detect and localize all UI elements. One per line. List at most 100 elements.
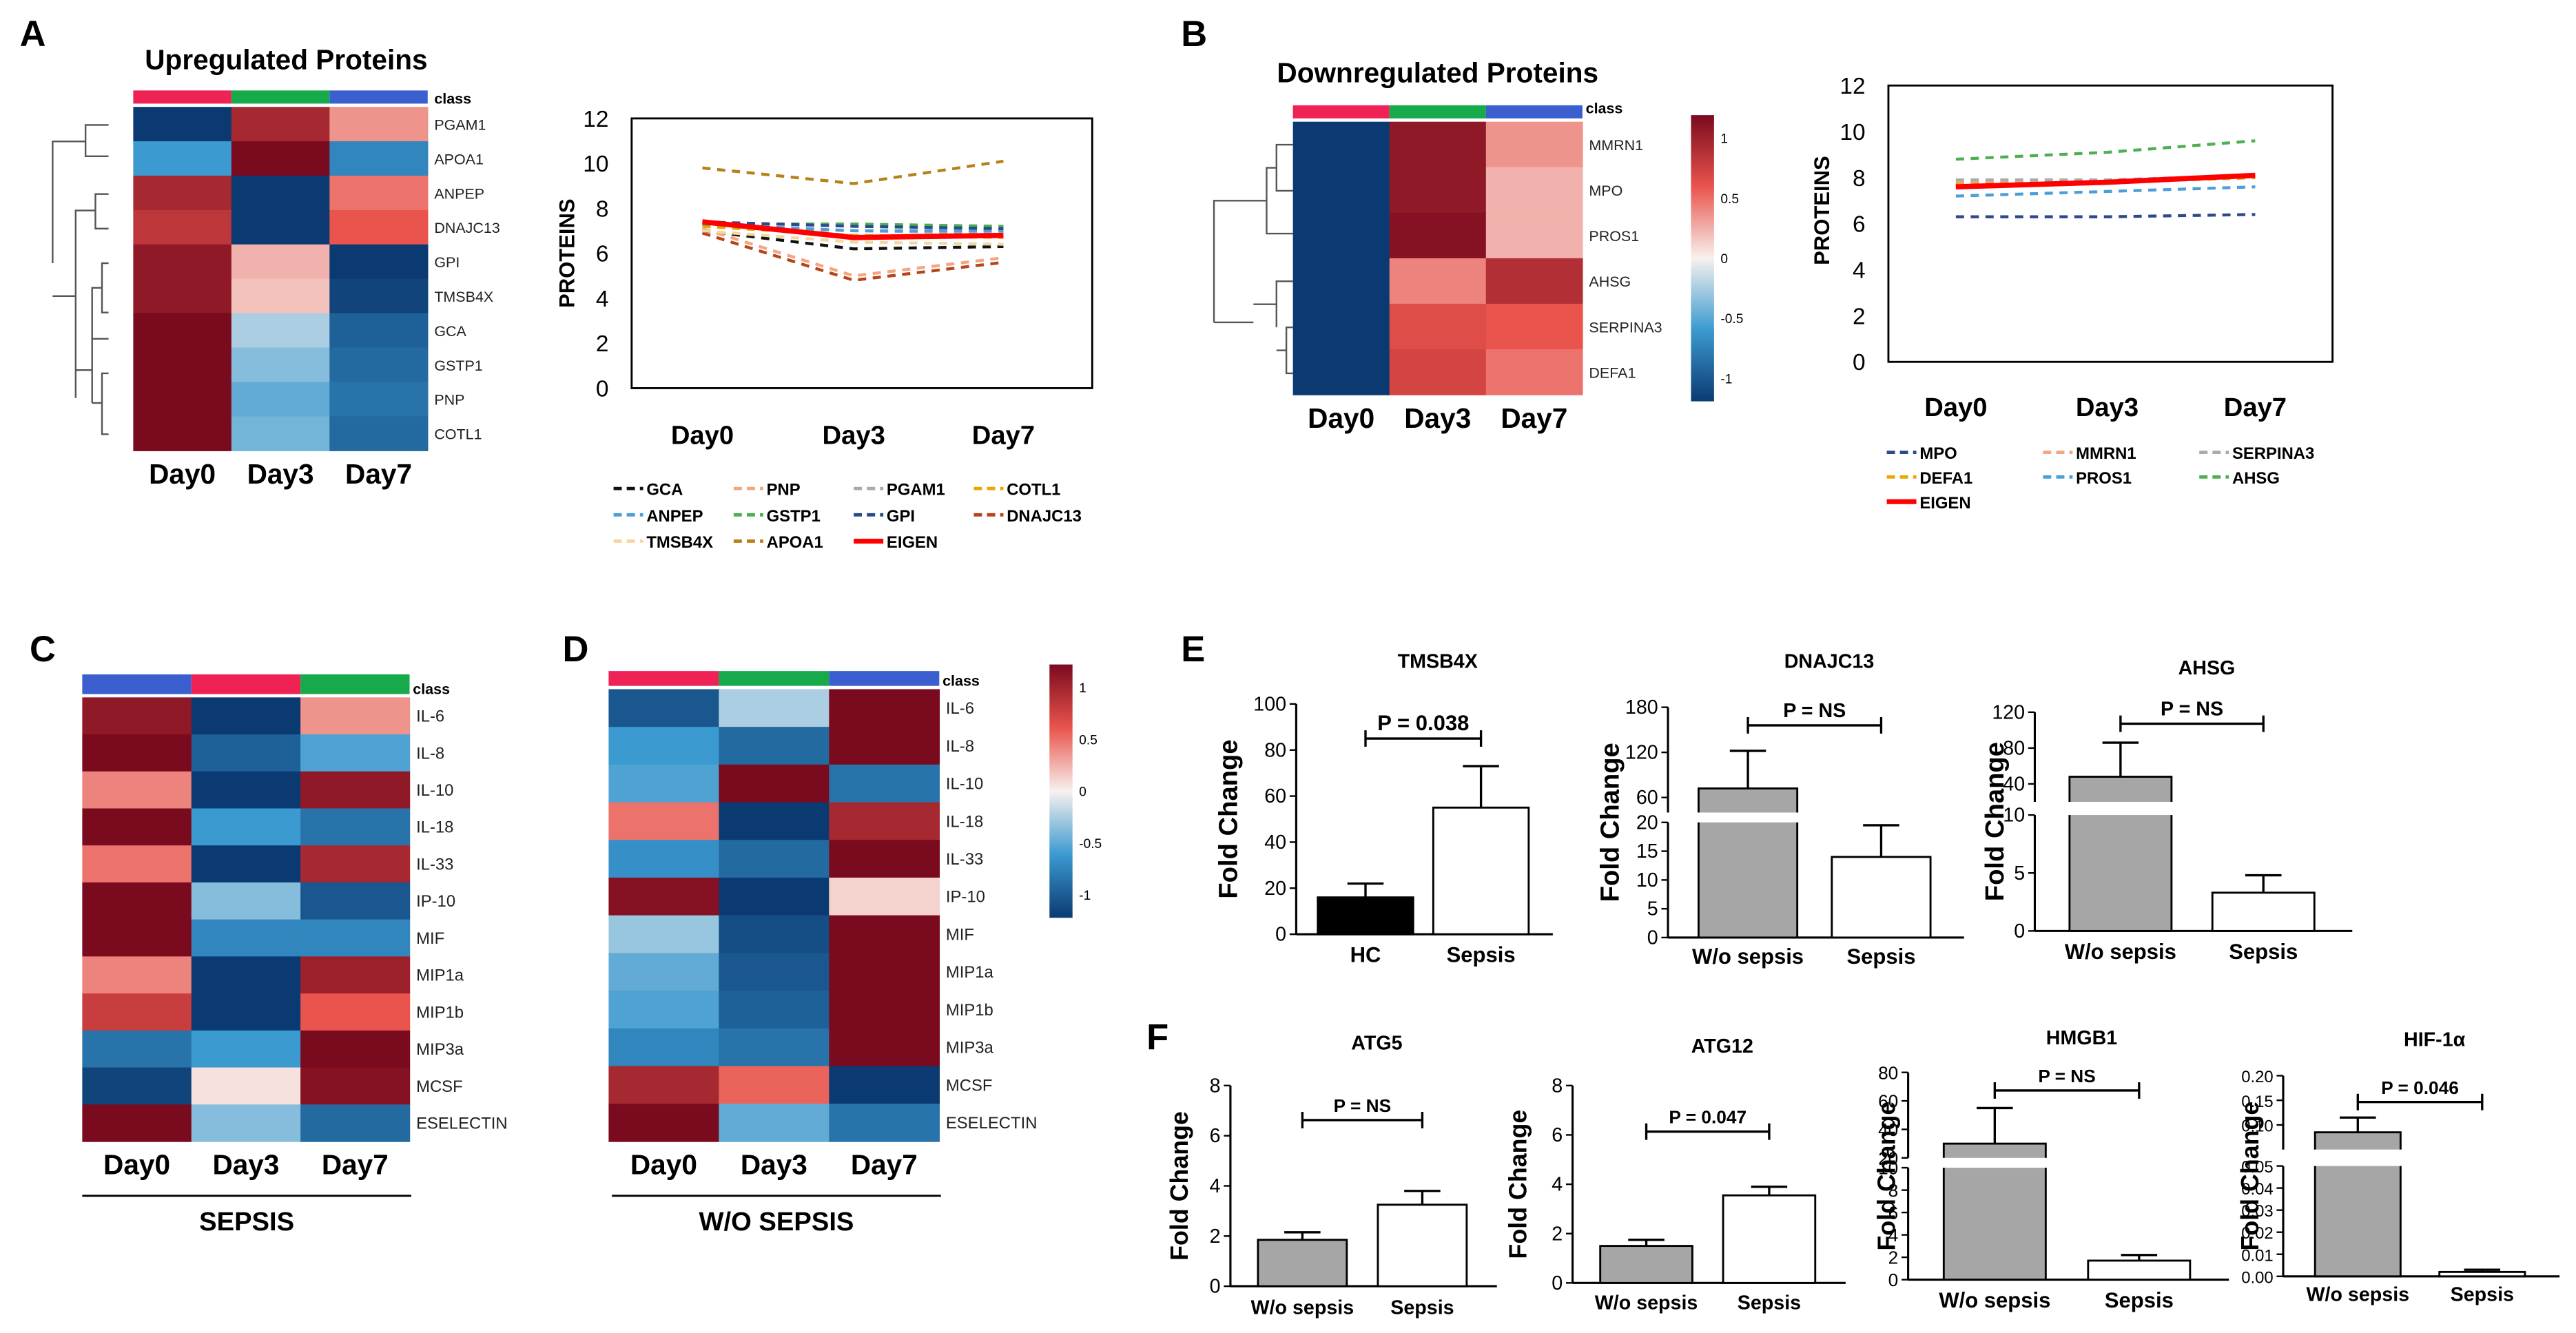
y-tick-label: 10 — [583, 152, 608, 177]
heatmap-cell — [133, 175, 232, 211]
column-label: Day3 — [741, 1149, 807, 1181]
class-label: class — [434, 90, 471, 107]
heatmap-cell — [300, 882, 411, 920]
heatmap-cell — [1485, 303, 1583, 350]
x-tick-label: Day0 — [1924, 393, 1987, 422]
row-dendrogram — [52, 124, 109, 435]
row-label: IL-6 — [946, 699, 974, 718]
row-label: MIP1b — [946, 1001, 993, 1020]
row-label: MIP1b — [416, 1003, 464, 1022]
class-bar-day7 — [829, 671, 940, 686]
heatmap-cell — [608, 802, 720, 840]
row-label: DEFA1 — [1589, 364, 1636, 381]
heatmap-cell — [300, 808, 411, 846]
row-label: MIF — [946, 925, 974, 944]
class-bar-day0 — [608, 671, 719, 686]
y-tick-label: 2 — [1888, 1248, 1899, 1268]
y-tick-label: 0.02 — [2241, 1224, 2273, 1243]
legend-label: GCA — [646, 481, 683, 499]
y-tick-label: 0 — [1853, 350, 1866, 375]
heatmap-cell — [608, 840, 720, 878]
x-category-label: Sepsis — [1390, 1297, 1454, 1319]
heatmap-cell — [82, 1067, 192, 1105]
heatmap-cell — [191, 845, 301, 883]
legend-label: SERPINA3 — [2232, 444, 2314, 463]
class-bar-day0 — [133, 90, 231, 104]
heatmap-cell — [1292, 258, 1390, 304]
heatmap-cell — [719, 915, 830, 954]
y-tick-label: 0.15 — [2241, 1093, 2273, 1111]
bar-hc — [1317, 896, 1414, 936]
bar-chart-atg5: ATG5 Fold Change 0 2 4 6 8 W/o sepsis Sepsis P = … — [1166, 1032, 1497, 1319]
y-tick-label: 8 — [1210, 1075, 1221, 1097]
y-tick-label: 10 — [1840, 120, 1865, 145]
colorbar-tick: -1 — [1079, 889, 1091, 903]
y-tick-label: 12 — [1840, 74, 1865, 99]
y-tick-label: 40 — [2003, 773, 2025, 795]
bar-w-o-sepsis — [1599, 1245, 1693, 1284]
y-tick-label: 0 — [2014, 920, 2025, 942]
heatmap-title: Upregulated Proteins — [145, 43, 427, 75]
heatmap-cell — [1389, 167, 1487, 214]
y-tick-label: 10 — [1636, 869, 1658, 891]
y-tick-label: 0 — [1552, 1272, 1563, 1294]
heatmap-cell — [719, 1104, 830, 1142]
y-tick-label: 8 — [596, 196, 609, 222]
heatmap-cell — [1292, 212, 1390, 259]
p-value-label: P = NS — [2038, 1066, 2095, 1086]
heatmap-cell — [829, 802, 940, 840]
y-tick-label: 40 — [1878, 1119, 1898, 1140]
heatmap-cell — [300, 697, 411, 735]
row-label: PROS1 — [1589, 228, 1639, 245]
row-label: MMRN1 — [1589, 137, 1643, 154]
row-label: IP-10 — [416, 892, 455, 911]
heatmap-cell — [300, 771, 411, 809]
panel-letter-f: F — [1146, 1017, 1168, 1057]
row-label: IP-10 — [946, 888, 985, 907]
y-tick-label: 8 — [1552, 1075, 1563, 1097]
y-tick-label: 0.10 — [2241, 1117, 2273, 1136]
p-value-label: P = 0.046 — [2381, 1077, 2459, 1098]
chart-title: HMGB1 — [2046, 1027, 2118, 1049]
heatmap-cell — [231, 382, 331, 417]
y-tick-label: 2 — [596, 331, 609, 357]
heatmap-cell — [191, 734, 301, 772]
heatmap-cell — [1292, 349, 1390, 395]
x-tick-label: Day0 — [671, 421, 734, 451]
heatmap-cell — [1485, 121, 1583, 168]
heatmap-cell — [133, 278, 232, 314]
colorbar — [1049, 664, 1073, 918]
bar-sepsis — [2087, 1259, 2192, 1281]
heatmap-cell — [133, 244, 232, 280]
chart-title: ATG12 — [1691, 1035, 1753, 1057]
heatmap-cell — [329, 278, 429, 314]
panel-letter-d: D — [563, 629, 589, 670]
row-label: ANPEP — [434, 185, 484, 202]
heatmap-cell — [829, 991, 940, 1029]
y-tick-label: 0.20 — [2241, 1068, 2273, 1086]
heatmap-cell — [191, 1067, 301, 1105]
heatmap-title: Downregulated Proteins — [1277, 56, 1598, 88]
series-line-pnp — [701, 227, 1004, 278]
heatmap-cell — [191, 882, 301, 920]
heatmap-sepsis: class IL-6 IL-8 IL-10 IL-18 IL-33 IP-10 MIF MIP… — [82, 674, 508, 1237]
y-tick-label: 4 — [1552, 1174, 1563, 1196]
bar-sepsis — [2438, 1270, 2526, 1278]
row-label: MIP3a — [946, 1039, 994, 1057]
series-line-mpo — [1955, 213, 2256, 218]
y-tick-label: 6 — [1552, 1124, 1563, 1146]
heatmap-cell — [1389, 303, 1487, 350]
heatmap-cell — [191, 956, 301, 994]
heatmap-cell — [329, 141, 429, 176]
row-label: GSTP1 — [434, 358, 482, 374]
column-label: Day7 — [322, 1149, 389, 1181]
y-tick-label: 0.03 — [2241, 1202, 2273, 1221]
legend-label: PROS1 — [2076, 469, 2132, 488]
y-axis-label: Fold Change — [1166, 1111, 1193, 1261]
heatmap-cell — [82, 1030, 192, 1068]
heatmap-cell — [82, 734, 192, 772]
heatmap-cell — [82, 882, 192, 920]
heatmap-upregulated: Upregulated Proteins class PGAM1 APOA1 ANP… — [52, 43, 500, 490]
class-label: class — [413, 681, 450, 698]
